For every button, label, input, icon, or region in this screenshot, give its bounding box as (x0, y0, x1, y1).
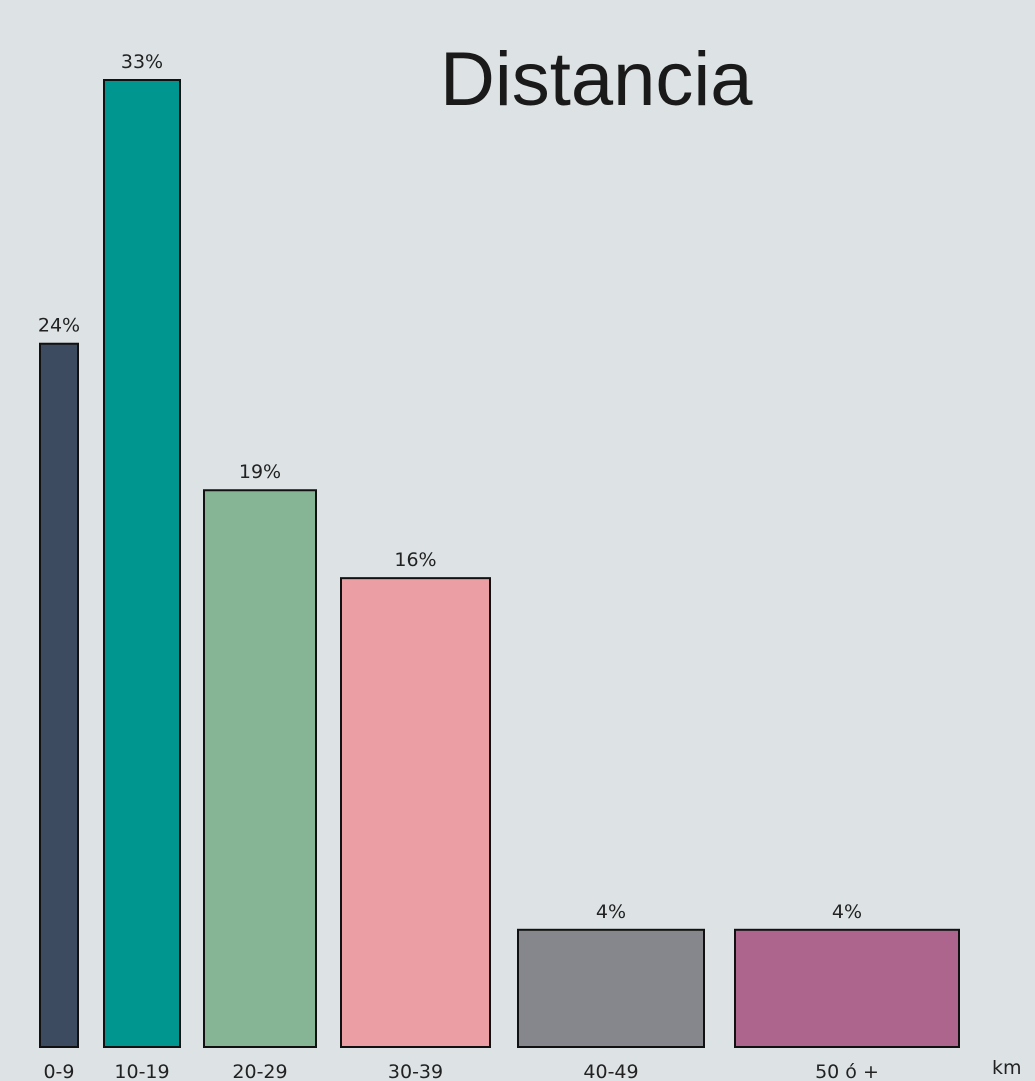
bar-20-29 (203, 489, 317, 1048)
bar-10-19 (103, 79, 181, 1048)
x-axis-unit-label: km (992, 1057, 1022, 1079)
x-tick-label: 50 ó + (815, 1061, 879, 1081)
bar-40-49 (517, 928, 705, 1049)
x-tick-label: 40-49 (583, 1061, 638, 1081)
bar-50 ó + (734, 928, 960, 1049)
bar-30-39 (340, 577, 491, 1048)
x-tick-label: 10-19 (114, 1061, 169, 1081)
data-label: 4% (596, 901, 626, 923)
data-label: 33% (121, 51, 163, 73)
bar-0-9 (39, 342, 79, 1048)
x-tick-label: 30-39 (388, 1061, 443, 1081)
data-label: 19% (239, 461, 281, 483)
data-label: 24% (38, 315, 80, 337)
x-tick-label: 20-29 (232, 1061, 287, 1081)
chart-title: Distancia (440, 37, 753, 122)
data-label: 4% (832, 901, 862, 923)
x-tick-label: 0-9 (43, 1061, 74, 1081)
data-label: 16% (394, 549, 436, 571)
